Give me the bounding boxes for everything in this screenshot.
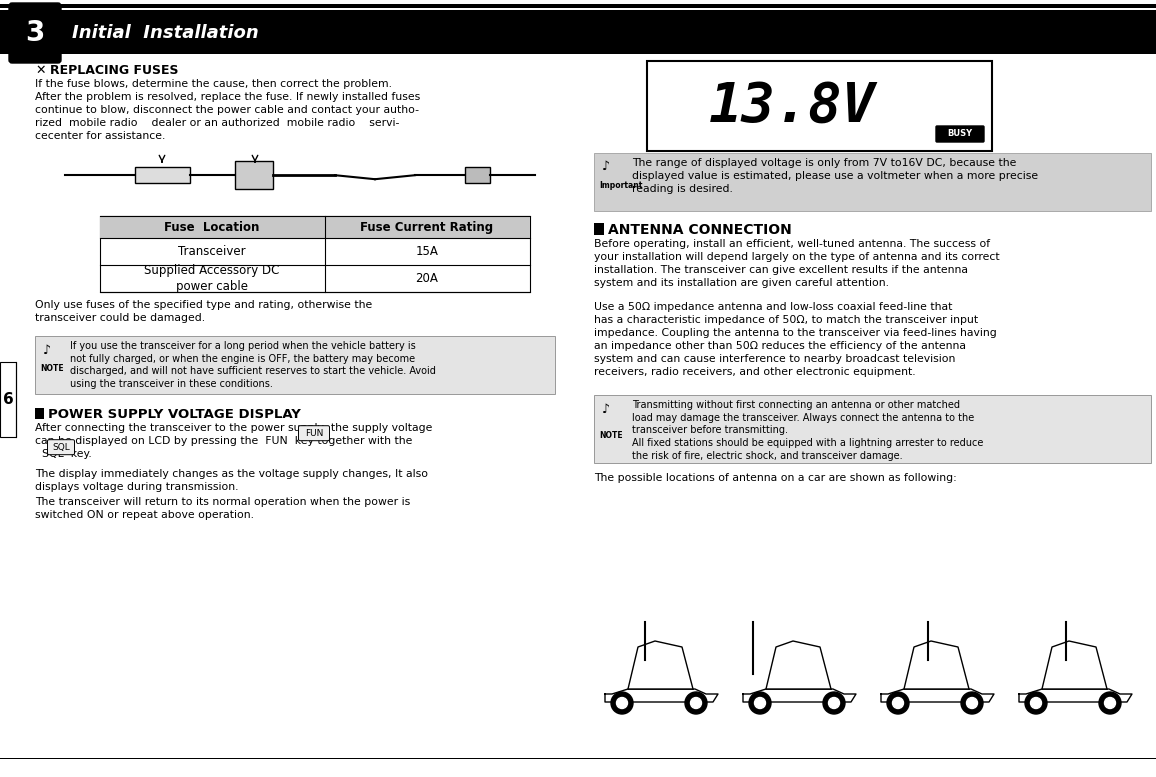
Bar: [35, 336, 555, 394]
Text: Initial  Installation: Initial Installation: [72, 24, 259, 42]
Bar: [35, 408, 44, 420]
Circle shape: [961, 692, 983, 714]
FancyBboxPatch shape: [47, 440, 74, 455]
Circle shape: [966, 698, 978, 709]
Text: The range of displayed voltage is only from 7V to16V DC, because the
displayed v: The range of displayed voltage is only f…: [632, 158, 1038, 194]
Text: REPLACING FUSES: REPLACING FUSES: [50, 64, 178, 77]
Bar: [465, 167, 490, 183]
Circle shape: [823, 692, 845, 714]
Text: Before operating, install an efficient, well-tuned antenna. The success of
your : Before operating, install an efficient, …: [594, 239, 1000, 288]
FancyBboxPatch shape: [9, 3, 61, 63]
Text: Only use fuses of the specified type and rating, otherwise the
transceiver could: Only use fuses of the specified type and…: [35, 300, 372, 323]
Bar: [0, 14, 1156, 52]
Text: ♪: ♪: [602, 160, 610, 173]
Text: 13.8V: 13.8V: [709, 79, 875, 133]
Text: 20A: 20A: [415, 272, 438, 285]
Bar: [594, 395, 1151, 463]
Text: If you use the transceiver for a long period when the vehicle battery is
not ful: If you use the transceiver for a long pe…: [71, 341, 436, 389]
Text: ANTENNA CONNECTION: ANTENNA CONNECTION: [608, 223, 792, 237]
Text: The possible locations of antenna on a car are shown as following:: The possible locations of antenna on a c…: [594, 473, 957, 483]
Text: SQL: SQL: [52, 443, 69, 451]
Text: The transceiver will return to its normal operation when the power is
switched O: The transceiver will return to its norma…: [35, 497, 410, 521]
Bar: [101, 216, 529, 239]
Bar: [647, 61, 992, 151]
Text: NOTE: NOTE: [40, 364, 64, 373]
FancyBboxPatch shape: [298, 426, 329, 441]
Text: Fuse Current Rating: Fuse Current Rating: [361, 221, 494, 234]
Text: ♪: ♪: [602, 403, 610, 416]
Text: After connecting the transceiver to the power supply, the supply voltage
can be : After connecting the transceiver to the …: [35, 423, 432, 459]
Circle shape: [1099, 692, 1121, 714]
Text: 15A: 15A: [415, 246, 438, 258]
Text: Supplied Accessory DC
power cable: Supplied Accessory DC power cable: [144, 264, 280, 293]
Text: Fuse  Location: Fuse Location: [164, 221, 260, 234]
Bar: [235, 161, 273, 190]
Text: If the fuse blows, determine the cause, then correct the problem.
After the prob: If the fuse blows, determine the cause, …: [35, 79, 421, 141]
Text: Use a 50Ω impedance antenna and low-loss coaxial feed-line that
has a characteri: Use a 50Ω impedance antenna and low-loss…: [594, 302, 996, 377]
Circle shape: [829, 698, 839, 709]
Circle shape: [686, 692, 707, 714]
Circle shape: [616, 698, 628, 709]
Text: 3: 3: [25, 19, 45, 47]
Circle shape: [887, 692, 909, 714]
Circle shape: [755, 698, 765, 709]
Bar: [0, 10, 1156, 14]
Bar: [135, 167, 190, 183]
Circle shape: [1030, 698, 1042, 709]
Bar: [0, 4, 1156, 8]
Text: ♪: ♪: [43, 344, 51, 357]
Text: NOTE: NOTE: [599, 431, 623, 440]
Text: 6: 6: [2, 392, 14, 407]
Text: FUN: FUN: [305, 429, 324, 437]
Bar: [0, 362, 16, 437]
Circle shape: [749, 692, 771, 714]
Circle shape: [690, 698, 702, 709]
Bar: [594, 223, 603, 235]
Text: BUSY: BUSY: [948, 130, 972, 138]
Bar: [101, 216, 529, 292]
Bar: [0, 758, 1156, 759]
Bar: [0, 52, 1156, 54]
Text: Important: Important: [599, 181, 643, 190]
Text: ✕: ✕: [35, 64, 45, 77]
Circle shape: [1104, 698, 1116, 709]
Text: Transmitting without first connecting an antenna or other matched
load may damag: Transmitting without first connecting an…: [632, 400, 984, 461]
Text: POWER SUPPLY VOLTAGE DISPLAY: POWER SUPPLY VOLTAGE DISPLAY: [49, 408, 301, 421]
Circle shape: [612, 692, 633, 714]
FancyBboxPatch shape: [936, 126, 984, 142]
Text: Transceiver: Transceiver: [178, 246, 246, 258]
Bar: [594, 153, 1151, 211]
Circle shape: [1025, 692, 1047, 714]
Text: The display immediately changes as the voltage supply changes, It also
displays : The display immediately changes as the v…: [35, 469, 428, 493]
Circle shape: [892, 698, 904, 709]
